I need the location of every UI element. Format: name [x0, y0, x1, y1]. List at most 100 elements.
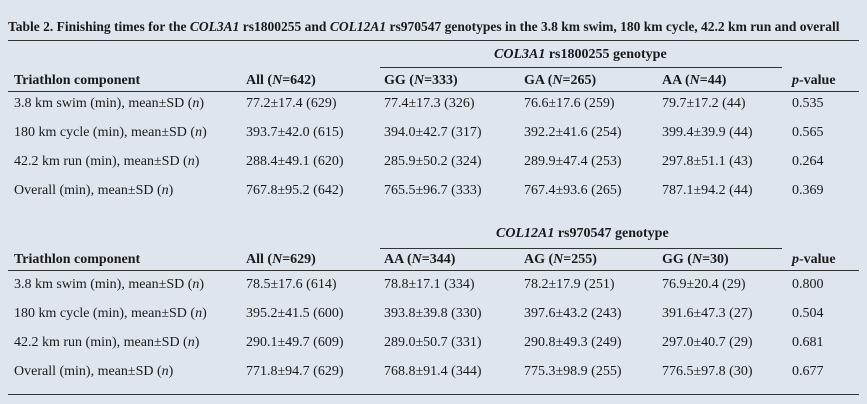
text-segment: COL12A1: [329, 19, 387, 34]
text-segment: n: [187, 335, 195, 350]
cell: 394.0±42.7 (317): [384, 125, 482, 140]
cell: 0.535: [792, 96, 824, 111]
cell: 0.369: [792, 183, 824, 198]
cell: 0.565: [792, 125, 824, 140]
text-segment: N: [553, 252, 564, 267]
text-segment: N: [689, 73, 700, 88]
column-header: GG (N=333): [384, 72, 458, 90]
cell: 397.6±43.2 (243): [524, 306, 622, 321]
cell: 768.8±91.4 (344): [384, 364, 482, 379]
cell: 290.1±49.7 (609): [246, 335, 344, 350]
text-segment: -value: [799, 252, 836, 267]
text-segment: 180 km cycle (min), mean±SD (: [14, 125, 196, 140]
column-header: All (N=629): [246, 251, 316, 269]
text-segment: p: [792, 73, 799, 88]
text-segment: =333): [424, 73, 458, 88]
text-segment: GA (: [524, 73, 553, 88]
text-segment: =255): [563, 252, 597, 267]
text-segment: N: [413, 73, 425, 88]
text-segment: Table 2. Finishing times for the: [8, 19, 190, 34]
cell: 399.4±39.9 (44): [662, 125, 753, 140]
row-label: 180 km cycle (min), mean±SD (n): [14, 305, 207, 323]
text-segment: ): [168, 364, 174, 379]
cell: 393.8±39.8 (330): [384, 306, 482, 321]
table-title: Table 2. Finishing times for the COL3A1 …: [8, 18, 839, 36]
column-header: AA (N=344): [384, 251, 455, 269]
text-segment: ): [199, 96, 205, 111]
text-segment: =265): [562, 73, 597, 88]
column-header: GA (N=265): [524, 72, 596, 90]
text-segment: N: [411, 252, 422, 267]
rule: [380, 67, 782, 68]
text-segment: N: [272, 252, 283, 267]
text-segment: -value: [799, 73, 836, 88]
text-segment: ): [194, 335, 200, 350]
cell: 289.9±47.4 (253): [524, 154, 622, 169]
text-segment: 42.2 km run (min), mean±SD (: [14, 335, 188, 350]
text-segment: Overall (min), mean±SD (: [14, 183, 162, 198]
rule: [8, 394, 859, 395]
text-segment: ): [202, 125, 207, 140]
column-header: All (N=642): [246, 72, 316, 90]
text-segment: AG (: [524, 252, 554, 267]
row-label: Overall (min), mean±SD (n): [14, 182, 173, 200]
text-segment: 3.8 km swim (min), mean±SD (: [14, 277, 193, 292]
cell: 78.8±17.1 (334): [384, 277, 475, 292]
cell: 288.4±49.1 (620): [246, 154, 344, 169]
cell: 77.4±17.3 (326): [384, 96, 475, 111]
text-segment: All (: [246, 252, 273, 267]
column-header: AG (N=255): [524, 251, 597, 269]
cell: 297.8±51.1 (43): [662, 154, 753, 169]
text-segment: All (: [246, 73, 273, 88]
rule: [8, 270, 859, 271]
text-segment: n: [195, 125, 203, 140]
column-header: Triathlon component: [14, 73, 141, 88]
cell: 78.2±17.9 (251): [524, 277, 615, 292]
cell: 391.6±47.3 (27): [662, 306, 753, 321]
text-segment: AA (: [384, 252, 412, 267]
text-segment: ): [168, 183, 174, 198]
cell: 776.5±97.8 (30): [662, 364, 753, 379]
text-segment: ): [202, 306, 207, 321]
row-label: 3.8 km swim (min), mean±SD (n): [14, 276, 204, 294]
row-label: 42.2 km run (min), mean±SD (n): [14, 334, 199, 352]
cell: 76.9±20.4 (29): [662, 277, 746, 292]
column-header: AA (N=44): [662, 72, 726, 90]
text-segment: GG (: [662, 252, 692, 267]
cell: 767.4±93.6 (265): [524, 183, 622, 198]
text-segment: p: [792, 252, 799, 267]
cell: 289.0±50.7 (331): [384, 335, 482, 350]
cell: 771.8±94.7 (629): [246, 364, 344, 379]
rule: [380, 248, 782, 249]
text-segment: COL12A1: [496, 226, 555, 241]
column-header: p-value: [792, 72, 836, 90]
text-segment: =30): [702, 252, 729, 267]
cell: 392.2±41.6 (254): [524, 125, 622, 140]
cell: 0.677: [792, 364, 824, 379]
cell: 765.5±96.7 (333): [384, 183, 482, 198]
text-segment: ): [194, 154, 200, 169]
text-segment: N: [552, 73, 563, 88]
text-segment: n: [192, 277, 200, 292]
cell: 290.8±49.3 (249): [524, 335, 622, 350]
cell: 0.504: [792, 306, 824, 321]
row-label: 180 km cycle (min), mean±SD (n): [14, 124, 207, 142]
rule: [8, 91, 859, 92]
text-segment: N: [272, 73, 283, 88]
text-segment: n: [195, 306, 203, 321]
text-segment: 180 km cycle (min), mean±SD (: [14, 306, 196, 321]
text-segment: =629): [282, 252, 316, 267]
text-segment: n: [161, 183, 169, 198]
text-segment: ): [199, 277, 205, 292]
text-segment: =344): [421, 252, 456, 267]
cell: 0.681: [792, 335, 824, 350]
group-header: COL12A1 rs970547 genotype: [496, 225, 669, 243]
text-segment: rs970547 genotype: [554, 226, 669, 241]
row-label: 3.8 km swim (min), mean±SD (n): [14, 95, 204, 113]
text-segment: Overall (min), mean±SD (: [14, 364, 162, 379]
text-segment: GG (: [384, 73, 414, 88]
column-header: GG (N=30): [662, 251, 729, 269]
text-segment: N: [691, 252, 703, 267]
cell: 78.5±17.6 (614): [246, 277, 337, 292]
